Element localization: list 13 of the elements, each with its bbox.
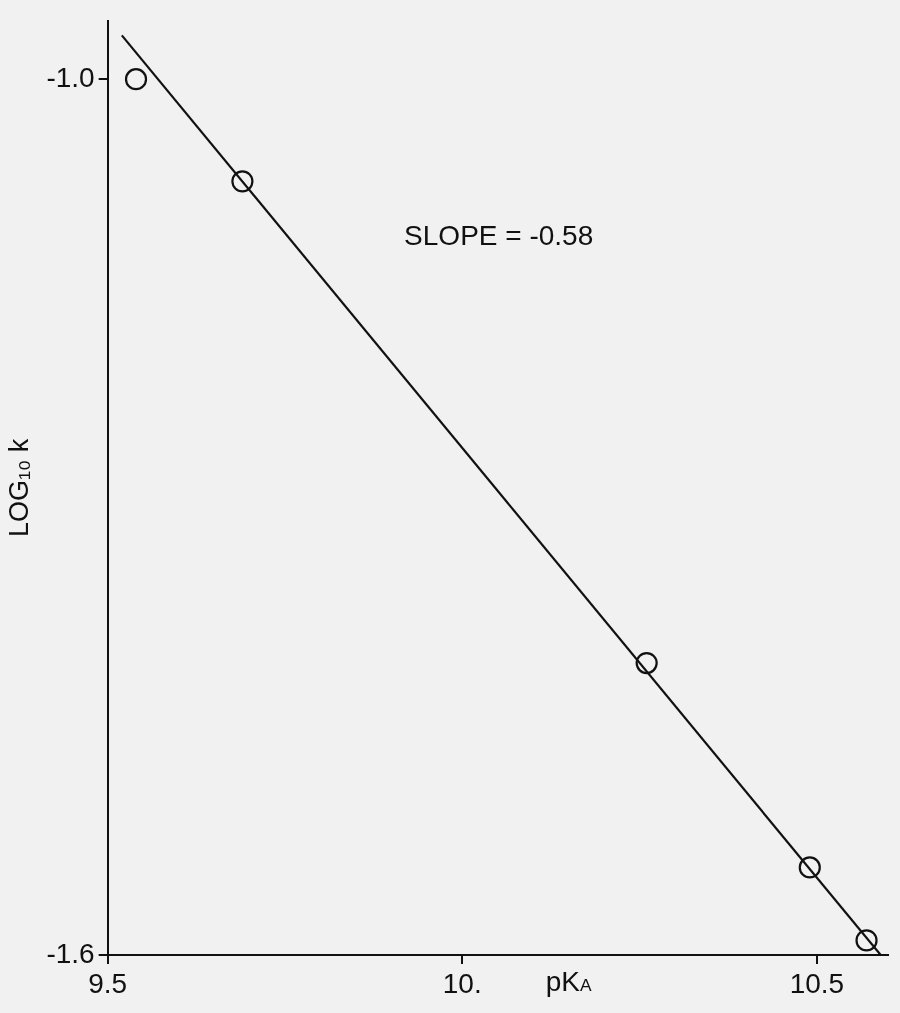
point xyxy=(798,856,821,879)
y-tick-label: -1.0 xyxy=(46,61,95,93)
y-tick-label: -1.6 xyxy=(46,937,95,969)
x-tick-label: 10.5 xyxy=(789,967,845,999)
y-axis-title: LOG₁₀ k xyxy=(3,438,34,538)
point xyxy=(124,68,148,91)
x-axis-title: pKA xyxy=(545,965,592,997)
x-tick-label: 10. xyxy=(442,967,482,999)
point xyxy=(231,170,254,193)
annotation: SLOPE = -0.58 xyxy=(404,220,594,252)
point xyxy=(855,929,878,952)
x-tick-label: 9.5 xyxy=(88,967,128,999)
point xyxy=(635,651,658,675)
